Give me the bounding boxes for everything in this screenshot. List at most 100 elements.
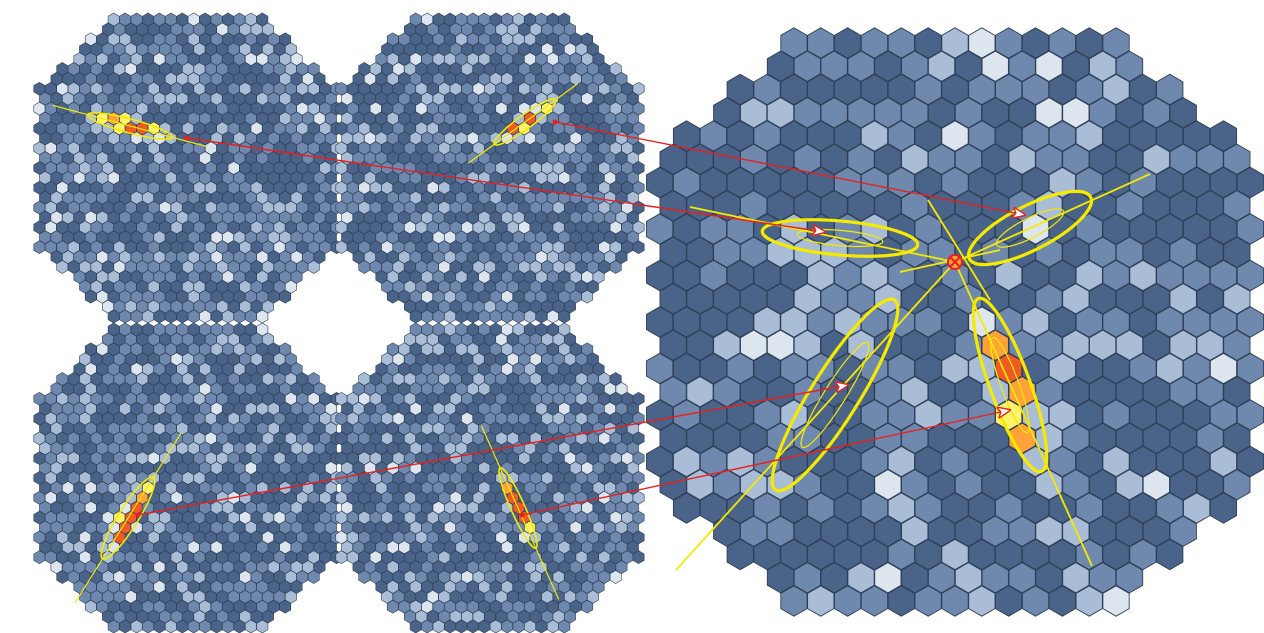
camera-pixel xyxy=(1129,538,1157,571)
camera-pixel xyxy=(766,50,795,82)
arrow-origin-dot xyxy=(184,135,190,141)
camera-pixel xyxy=(1102,166,1130,199)
projection-arrows xyxy=(135,119,1026,518)
camera-pixel xyxy=(1075,399,1103,431)
camera-pixel xyxy=(847,422,875,454)
combined-axis-line xyxy=(927,199,991,301)
camera-pixel xyxy=(1115,515,1144,547)
camera-pixel xyxy=(1075,120,1103,152)
camera-pixel xyxy=(632,240,645,255)
shower-axis-line xyxy=(480,425,560,600)
camera-pixel xyxy=(954,190,983,222)
camera-pixel xyxy=(995,259,1023,292)
shower-axis-line xyxy=(468,83,578,164)
camera-pixel xyxy=(820,515,848,547)
camera-pixel xyxy=(1156,120,1184,152)
camera-pixel xyxy=(713,97,741,129)
camera-pixel xyxy=(1169,190,1197,222)
camera-pixel xyxy=(1129,120,1157,152)
camera-pixel xyxy=(887,492,915,524)
camera-pixel xyxy=(941,166,969,199)
camera-pixel xyxy=(740,422,768,454)
camera-pixel xyxy=(860,120,889,152)
camera-pixel xyxy=(941,27,969,59)
camera-pixel xyxy=(646,259,674,292)
camera-pixel xyxy=(1196,329,1224,361)
camera-pixel xyxy=(726,352,754,385)
camera-pixel xyxy=(766,329,795,361)
camera-pixel xyxy=(954,515,983,547)
camera-pixel xyxy=(807,538,835,571)
camera-pixel xyxy=(672,306,701,338)
camera-pixel xyxy=(874,50,902,82)
camera-pixel xyxy=(307,260,320,274)
camera-pixel xyxy=(1102,585,1130,617)
camera-pixel xyxy=(740,236,768,268)
camera-pixel xyxy=(766,562,795,594)
projection-arrow-3 xyxy=(137,385,848,516)
camera-pixel xyxy=(672,166,701,199)
camera-pixel xyxy=(1142,376,1170,408)
camera-pixel xyxy=(1223,283,1251,315)
camera-pixel xyxy=(699,120,727,152)
camera-pixel xyxy=(968,166,996,199)
camera-pixel xyxy=(1089,376,1117,408)
camera-pixel xyxy=(941,259,969,292)
camera-pixel xyxy=(941,73,969,106)
camera-pixel xyxy=(740,515,768,547)
camera-pixel xyxy=(860,166,889,199)
camera-pixel xyxy=(307,570,320,584)
camera-pixel xyxy=(1035,143,1063,175)
camera-pixel xyxy=(780,73,808,106)
camera-pixel xyxy=(753,538,781,571)
combined-hillas-ellipse-4 xyxy=(971,296,1049,474)
crossed-circle-icon xyxy=(947,254,963,270)
camera-pixel xyxy=(766,515,795,547)
camera-pixel xyxy=(927,515,956,547)
camera-pixel xyxy=(780,492,808,524)
camera-pixel xyxy=(860,445,889,478)
camera-pixel xyxy=(954,143,983,175)
camera-pixel xyxy=(1062,97,1090,129)
camera-pixel xyxy=(968,27,996,59)
camera-pixel xyxy=(1156,73,1184,106)
camera-pixel xyxy=(699,213,727,245)
camera-pixel xyxy=(1102,352,1130,385)
camera-pixel xyxy=(901,50,929,82)
camera-pixel xyxy=(646,213,674,245)
camera-pixel xyxy=(1156,213,1184,245)
camera-pixel xyxy=(834,73,862,106)
camera-pixel xyxy=(1169,143,1197,175)
camera-pixel xyxy=(1102,73,1130,106)
projection-arrow-2 xyxy=(554,121,1025,215)
camera-pixel xyxy=(1035,50,1063,82)
camera-pixel xyxy=(1142,143,1170,175)
camera-pixel xyxy=(1115,50,1144,82)
camera-pixel xyxy=(1183,306,1211,338)
camera-pixel xyxy=(874,562,902,594)
camera-pixel xyxy=(941,538,969,571)
camera-pixel xyxy=(1102,538,1130,571)
camera-pixel xyxy=(713,515,741,547)
camera-pixel xyxy=(1209,166,1238,199)
camera-pixel xyxy=(995,492,1023,524)
camera-pixel xyxy=(726,259,754,292)
camera-pixel xyxy=(981,283,1009,315)
camera-pixel xyxy=(780,166,808,199)
camera-pixel xyxy=(646,352,674,385)
camera-pixel xyxy=(995,73,1023,106)
camera-pixel xyxy=(847,50,875,82)
camera-pixel xyxy=(699,166,727,199)
camera-pixel xyxy=(1021,120,1050,152)
camera-pixel xyxy=(713,329,741,361)
camera-pixel xyxy=(1115,329,1144,361)
camera-pixel xyxy=(1209,399,1238,431)
camera-pixel xyxy=(1075,445,1103,478)
camera-pixel xyxy=(699,445,727,478)
camera-pixel xyxy=(753,306,781,338)
camera-pixel xyxy=(1115,283,1144,315)
camera-pixel xyxy=(1048,166,1076,199)
camera-pixel xyxy=(1048,538,1076,571)
